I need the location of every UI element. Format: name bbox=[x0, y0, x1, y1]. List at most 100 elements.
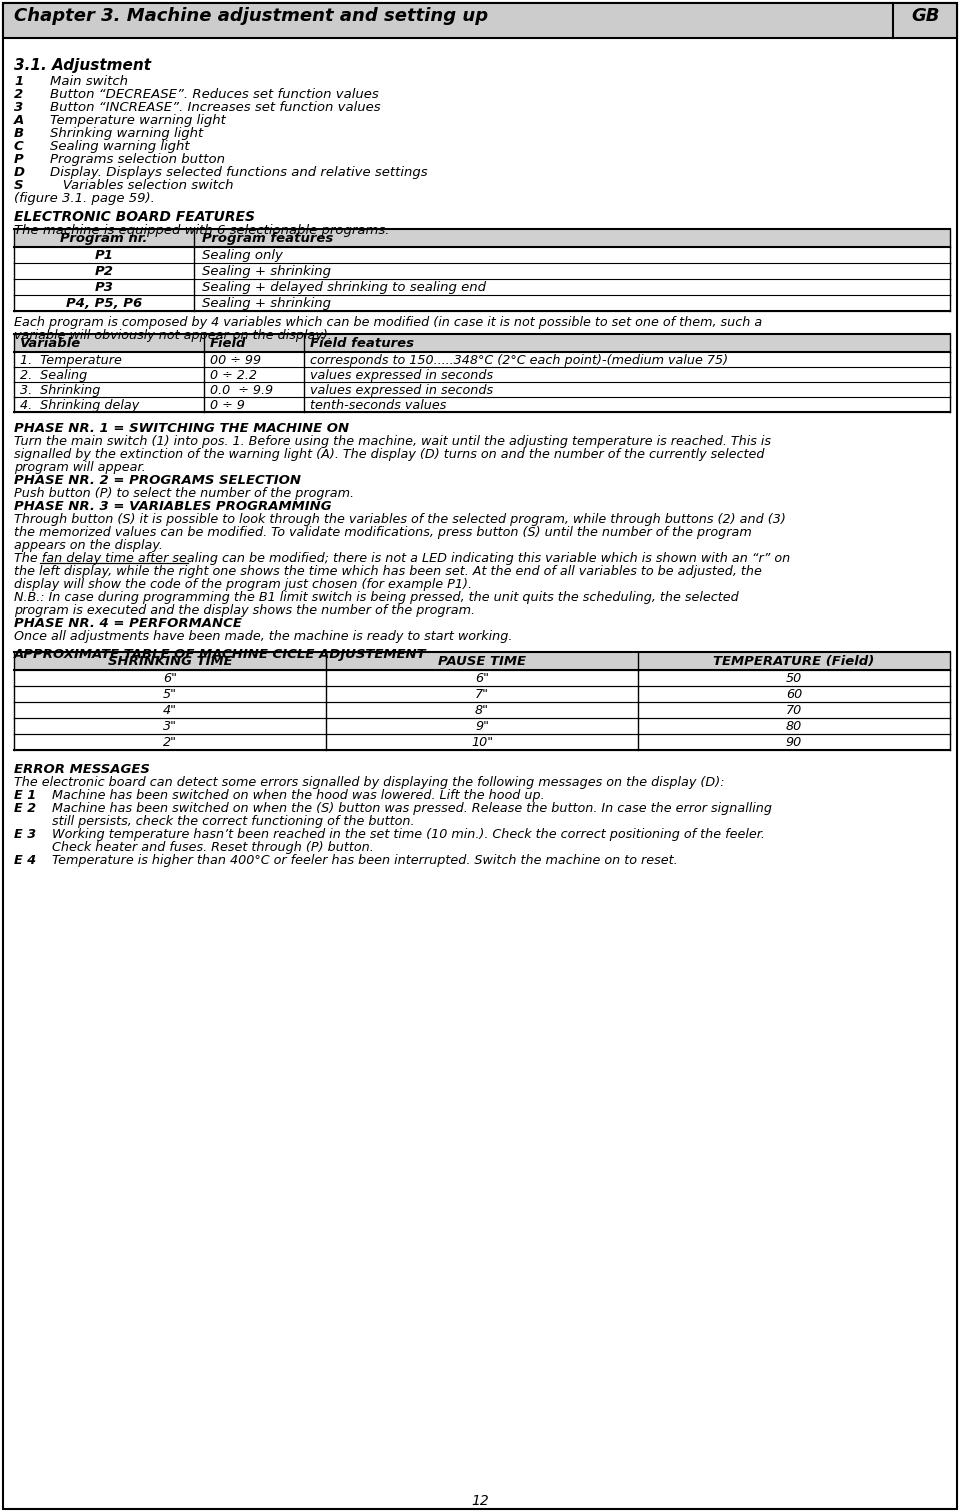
Text: S: S bbox=[14, 178, 23, 192]
Text: P2: P2 bbox=[94, 265, 113, 278]
Text: 4": 4" bbox=[163, 705, 177, 717]
Text: PHASE NR. 3 = VARIABLES PROGRAMMING: PHASE NR. 3 = VARIABLES PROGRAMMING bbox=[14, 500, 331, 513]
Text: Field features: Field features bbox=[310, 337, 414, 349]
Text: Shrinking warning light: Shrinking warning light bbox=[50, 127, 204, 141]
Text: The machine is equipped with 6 selectionable programs:: The machine is equipped with 6 selection… bbox=[14, 224, 390, 237]
Bar bbox=[3, 3, 957, 38]
Text: PHASE NR. 2 = PROGRAMS SELECTION: PHASE NR. 2 = PROGRAMS SELECTION bbox=[14, 473, 301, 487]
Text: Turn the main switch (1) into pos. 1. Before using the machine, wait until the a: Turn the main switch (1) into pos. 1. Be… bbox=[14, 435, 771, 448]
Text: 2": 2" bbox=[163, 736, 177, 748]
Text: ELECTRONIC BOARD FEATURES: ELECTRONIC BOARD FEATURES bbox=[14, 210, 255, 224]
Text: values expressed in seconds: values expressed in seconds bbox=[310, 369, 493, 383]
Text: 7": 7" bbox=[475, 688, 489, 702]
Text: Working temperature hasn’t been reached in the set time (10 min.). Check the cor: Working temperature hasn’t been reached … bbox=[52, 829, 765, 841]
Bar bbox=[14, 652, 950, 670]
Text: 1: 1 bbox=[14, 76, 23, 88]
Text: 5": 5" bbox=[163, 688, 177, 702]
Text: 6": 6" bbox=[163, 671, 177, 685]
Text: Sealing only: Sealing only bbox=[202, 249, 283, 262]
Text: N.B.: In case during programming the B1 limit switch is being pressed, the unit : N.B.: In case during programming the B1 … bbox=[14, 591, 739, 603]
Text: PAUSE TIME: PAUSE TIME bbox=[438, 655, 526, 668]
Text: Each program is composed by 4 variables which can be modified (in case it is not: Each program is composed by 4 variables … bbox=[14, 316, 762, 330]
Text: 00 ÷ 99: 00 ÷ 99 bbox=[210, 354, 261, 367]
Text: Through button (S) it is possible to look through the variables of the selected : Through button (S) it is possible to loo… bbox=[14, 513, 786, 526]
Text: 60: 60 bbox=[786, 688, 803, 702]
Text: 12: 12 bbox=[471, 1494, 489, 1507]
Text: 90: 90 bbox=[786, 736, 803, 748]
Text: Sealing warning light: Sealing warning light bbox=[50, 141, 190, 153]
Text: 2: 2 bbox=[14, 88, 23, 101]
Text: APPROXIMATE TABLE OF MACHINE CICLE ADJUSTEMENT: APPROXIMATE TABLE OF MACHINE CICLE ADJUS… bbox=[14, 649, 426, 661]
Text: Temperature warning light: Temperature warning light bbox=[50, 113, 226, 127]
Text: C: C bbox=[14, 141, 24, 153]
Text: Button “DECREASE”. Reduces set function values: Button “DECREASE”. Reduces set function … bbox=[50, 88, 379, 101]
Bar bbox=[14, 228, 950, 246]
Text: 3.  Shrinking: 3. Shrinking bbox=[20, 384, 101, 398]
Text: 10": 10" bbox=[471, 736, 493, 748]
Text: P3: P3 bbox=[94, 281, 113, 293]
Text: Sealing + shrinking: Sealing + shrinking bbox=[202, 296, 331, 310]
Bar bbox=[14, 334, 950, 352]
Text: tenth-seconds values: tenth-seconds values bbox=[310, 399, 446, 411]
Text: Machine has been switched on when the hood was lowered. Lift the hood up.: Machine has been switched on when the ho… bbox=[52, 789, 544, 801]
Text: E 1: E 1 bbox=[14, 789, 36, 801]
Text: B: B bbox=[14, 127, 24, 141]
Text: Display. Displays selected functions and relative settings: Display. Displays selected functions and… bbox=[50, 166, 427, 178]
Text: The electronic board can detect some errors signalled by displaying the followin: The electronic board can detect some err… bbox=[14, 776, 725, 789]
Text: program will appear.: program will appear. bbox=[14, 461, 146, 473]
Text: 9": 9" bbox=[475, 720, 489, 733]
Text: Chapter 3. Machine adjustment and setting up: Chapter 3. Machine adjustment and settin… bbox=[14, 8, 488, 26]
Text: PHASE NR. 4 = PERFORMANCE: PHASE NR. 4 = PERFORMANCE bbox=[14, 617, 242, 631]
Text: TEMPERATURE (Field): TEMPERATURE (Field) bbox=[713, 655, 875, 668]
Text: P1: P1 bbox=[94, 249, 113, 262]
Text: program is executed and the display shows the number of the program.: program is executed and the display show… bbox=[14, 603, 475, 617]
Text: still persists, check the correct functioning of the button.: still persists, check the correct functi… bbox=[52, 815, 415, 829]
Text: Sealing + delayed shrinking to sealing end: Sealing + delayed shrinking to sealing e… bbox=[202, 281, 486, 293]
Text: Button “INCREASE”. Increases set function values: Button “INCREASE”. Increases set functio… bbox=[50, 101, 380, 113]
Text: 3.1. Adjustment: 3.1. Adjustment bbox=[14, 57, 151, 73]
Text: E 2: E 2 bbox=[14, 801, 36, 815]
Text: GB: GB bbox=[912, 8, 940, 26]
Text: 6": 6" bbox=[475, 671, 489, 685]
Text: E 3: E 3 bbox=[14, 829, 36, 841]
Text: E 4: E 4 bbox=[14, 854, 36, 866]
Text: 0 ÷ 2.2: 0 ÷ 2.2 bbox=[210, 369, 257, 383]
Text: 50: 50 bbox=[786, 671, 803, 685]
Text: 8": 8" bbox=[475, 705, 489, 717]
Text: appears on the display.: appears on the display. bbox=[14, 538, 163, 552]
Text: 3: 3 bbox=[14, 101, 23, 113]
Text: the memorized values can be modified. To validate modifications, press button (S: the memorized values can be modified. To… bbox=[14, 526, 752, 538]
Text: SHRINKING TIME: SHRINKING TIME bbox=[108, 655, 232, 668]
Text: 2.  Sealing: 2. Sealing bbox=[20, 369, 87, 383]
Text: Program features: Program features bbox=[202, 231, 333, 245]
Text: Temperature is higher than 400°C or feeler has been interrupted. Switch the mach: Temperature is higher than 400°C or feel… bbox=[52, 854, 678, 866]
Text: 0.0  ÷ 9.9: 0.0 ÷ 9.9 bbox=[210, 384, 274, 398]
Text: (figure 3.1. page 59).: (figure 3.1. page 59). bbox=[14, 192, 155, 206]
Text: Once all adjustments have been made, the machine is ready to start working.: Once all adjustments have been made, the… bbox=[14, 631, 513, 643]
Text: signalled by the extinction of the warning light (A). The display (D) turns on a: signalled by the extinction of the warni… bbox=[14, 448, 764, 461]
Text: Sealing + shrinking: Sealing + shrinking bbox=[202, 265, 331, 278]
Text: the left display, while the right one shows the time which has been set. At the : the left display, while the right one sh… bbox=[14, 565, 762, 578]
Text: The fan delay time after sealing can be modified; there is not a LED indicating : The fan delay time after sealing can be … bbox=[14, 552, 790, 565]
Text: Check heater and fuses. Reset through (P) button.: Check heater and fuses. Reset through (P… bbox=[52, 841, 373, 854]
Text: Machine has been switched on when the (S) button was pressed. Release the button: Machine has been switched on when the (S… bbox=[52, 801, 772, 815]
Text: 80: 80 bbox=[786, 720, 803, 733]
Text: variable will obviously not appear on the display):: variable will obviously not appear on th… bbox=[14, 330, 332, 342]
Text: D: D bbox=[14, 166, 25, 178]
Text: Programs selection button: Programs selection button bbox=[50, 153, 225, 166]
Text: P4, P5, P6: P4, P5, P6 bbox=[66, 296, 142, 310]
Text: Variables selection switch: Variables selection switch bbox=[50, 178, 233, 192]
Text: A: A bbox=[14, 113, 24, 127]
Text: corresponds to 150.....348°C (2°C each point)-(medium value 75): corresponds to 150.....348°C (2°C each p… bbox=[310, 354, 728, 367]
Text: display will show the code of the program just chosen (for example P1).: display will show the code of the progra… bbox=[14, 578, 472, 591]
Text: PHASE NR. 1 = SWITCHING THE MACHINE ON: PHASE NR. 1 = SWITCHING THE MACHINE ON bbox=[14, 422, 349, 435]
Text: 0 ÷ 9: 0 ÷ 9 bbox=[210, 399, 245, 411]
Text: 4.  Shrinking delay: 4. Shrinking delay bbox=[20, 399, 139, 411]
Text: ERROR MESSAGES: ERROR MESSAGES bbox=[14, 764, 150, 776]
Text: P: P bbox=[14, 153, 24, 166]
Text: Push button (P) to select the number of the program.: Push button (P) to select the number of … bbox=[14, 487, 354, 500]
Text: 70: 70 bbox=[786, 705, 803, 717]
Text: 1.  Temperature: 1. Temperature bbox=[20, 354, 122, 367]
Text: Variable: Variable bbox=[20, 337, 82, 349]
Text: Main switch: Main switch bbox=[50, 76, 128, 88]
